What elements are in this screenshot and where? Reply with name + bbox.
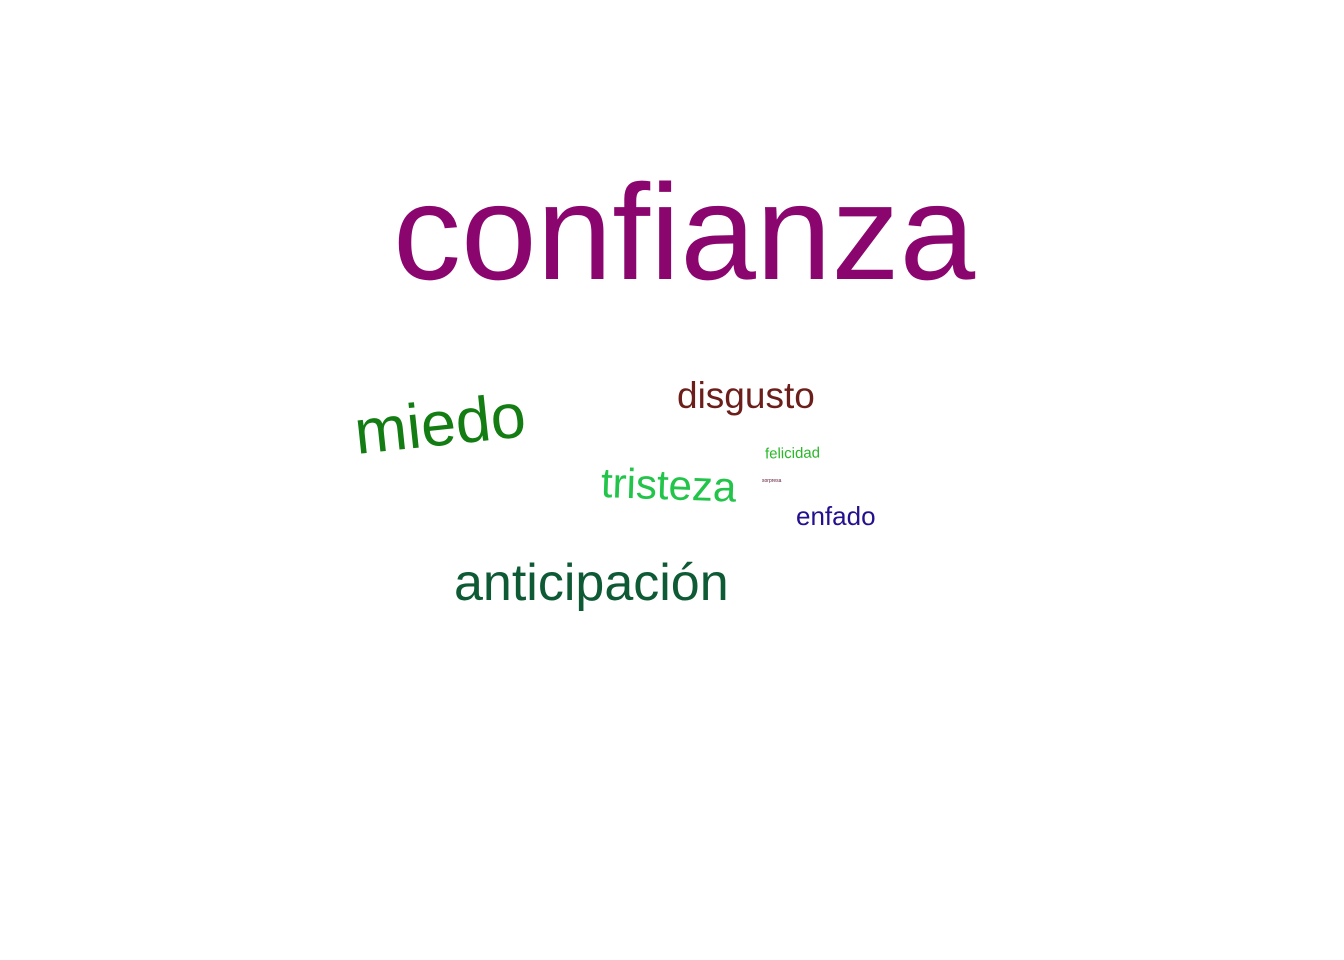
word-anticipacion: anticipación [454,554,729,612]
word-miedo: miedo [350,380,529,468]
word-confianza: confianza [393,156,976,308]
word-tristeza: tristeza [600,459,738,511]
word-enfado: enfado [796,501,876,531]
word-felicidad: felicidad [764,444,821,463]
word-disgusto: disgusto [677,375,815,416]
word-sorpresa: sorpresa [762,478,782,484]
